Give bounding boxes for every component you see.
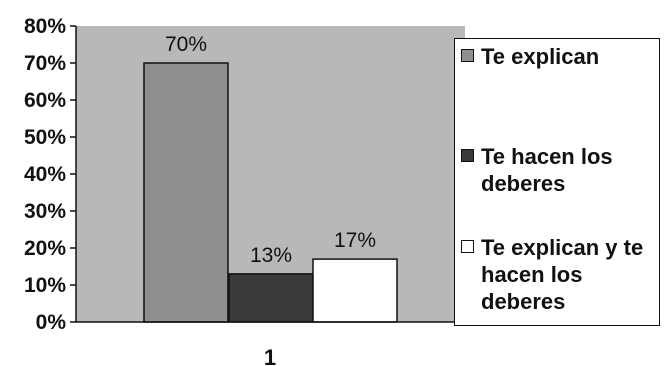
- y-tick-label: 60%: [24, 89, 66, 112]
- legend-swatch-te-explican-y-te-hacen-los-deberes: [461, 240, 474, 253]
- bar-3: [312, 258, 398, 323]
- legend-label-te-explican: Te explican: [481, 43, 599, 70]
- y-tick-label: 30%: [24, 200, 66, 223]
- x-axis: 1: [76, 321, 465, 366]
- data-label: 13%: [250, 244, 292, 267]
- y-tick-label: 10%: [24, 274, 66, 297]
- legend-label-line: Te explican y te: [481, 235, 644, 260]
- bar-2: [228, 273, 314, 323]
- y-tick-label: 50%: [24, 126, 66, 149]
- legend-label-line: hacen los: [481, 262, 583, 287]
- y-axis: 0% 10% 20% 30% 40% 50% 60% 70% 80%: [24, 15, 77, 334]
- y-tick-label: 70%: [24, 52, 66, 75]
- y-tick-label: 40%: [24, 163, 66, 186]
- legend-label-line: deberes: [481, 171, 566, 196]
- x-tick-label: 1: [264, 345, 276, 366]
- legend-label-line: Te explican: [481, 44, 600, 69]
- legend-label-line: Te hacen los: [481, 144, 613, 169]
- legend-label-te-explican-y-te-hacen-los-deberes: Te explican y te hacen los deberes: [481, 234, 643, 315]
- legend-swatch-te-explican: [461, 49, 474, 62]
- legend-label-te-hacen-los-deberes: Te hacen los deberes: [481, 143, 613, 197]
- legend: Te explican Te hacen los deberes Te expl…: [454, 38, 660, 326]
- data-label: 70%: [165, 33, 207, 56]
- y-tick-label: 20%: [24, 237, 66, 260]
- legend-label-line: deberes: [481, 289, 566, 314]
- y-tick-label: 80%: [24, 15, 66, 38]
- data-labels-group: 70% 13% 17%: [165, 33, 376, 267]
- y-tick-label: 0%: [36, 311, 67, 334]
- data-label: 17%: [334, 229, 376, 252]
- bar-1: [143, 62, 229, 323]
- bars-group: [143, 62, 398, 323]
- plot-area: [76, 26, 465, 322]
- legend-swatch-te-hacen-los-deberes: [461, 149, 474, 162]
